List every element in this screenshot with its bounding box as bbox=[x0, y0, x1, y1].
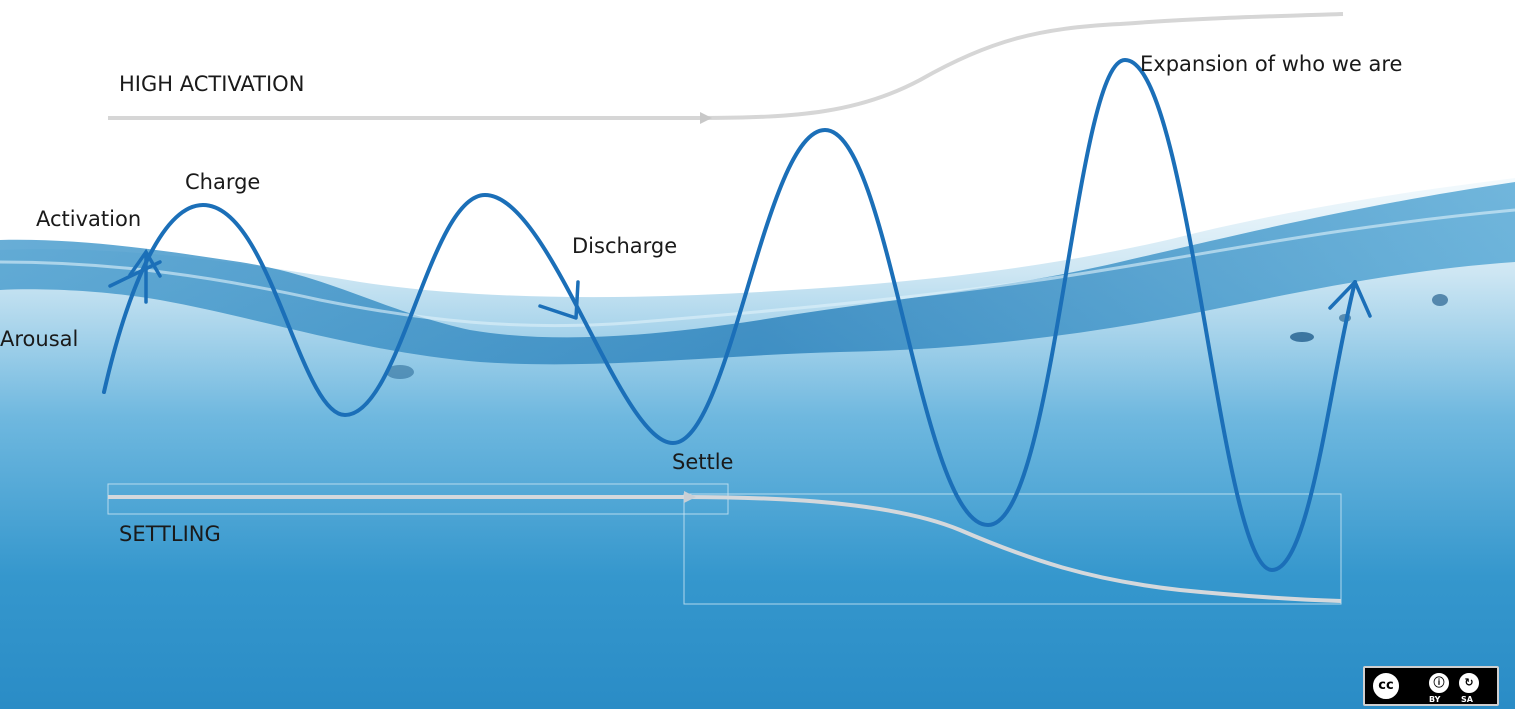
expansion-label: Expansion of who we are bbox=[1140, 52, 1403, 76]
high-activation-line bbox=[108, 12, 1344, 120]
attribution-icon: ⓘ bbox=[1427, 671, 1451, 695]
activation-wave bbox=[102, 57, 1357, 573]
water-highlight bbox=[0, 208, 1515, 328]
activation-arrow bbox=[128, 248, 162, 304]
settle-label: Settle bbox=[672, 450, 734, 474]
charge-label: Charge bbox=[185, 170, 261, 194]
end-arrow bbox=[1328, 280, 1372, 318]
discharge-label: Discharge bbox=[572, 234, 678, 258]
settling-frame-right bbox=[683, 493, 1342, 605]
share-alike-icon: ↻ bbox=[1457, 671, 1481, 695]
settling-line bbox=[108, 495, 1342, 603]
by-tag: BY bbox=[1429, 695, 1441, 704]
cc-icon: cc bbox=[1371, 671, 1401, 701]
water-bubble bbox=[1432, 294, 1448, 306]
water-bubble bbox=[386, 365, 414, 379]
settling-arrowhead bbox=[684, 491, 696, 503]
arousal-label: Arousal bbox=[0, 327, 79, 351]
discharge-arrow bbox=[538, 280, 580, 320]
high-activation-arrowhead bbox=[700, 112, 712, 124]
water-surface bbox=[0, 182, 1515, 365]
settling-label: SETTLING bbox=[119, 522, 221, 546]
activation-arrow-2 bbox=[108, 260, 162, 288]
activation-label: Activation bbox=[36, 207, 142, 231]
sa-tag: SA bbox=[1461, 695, 1473, 704]
water-bubble bbox=[1290, 332, 1314, 342]
high-activation-label: HIGH ACTIVATION bbox=[119, 72, 305, 96]
cc-license-badge: cc ⓘ ↻ BY SA bbox=[1363, 666, 1499, 706]
